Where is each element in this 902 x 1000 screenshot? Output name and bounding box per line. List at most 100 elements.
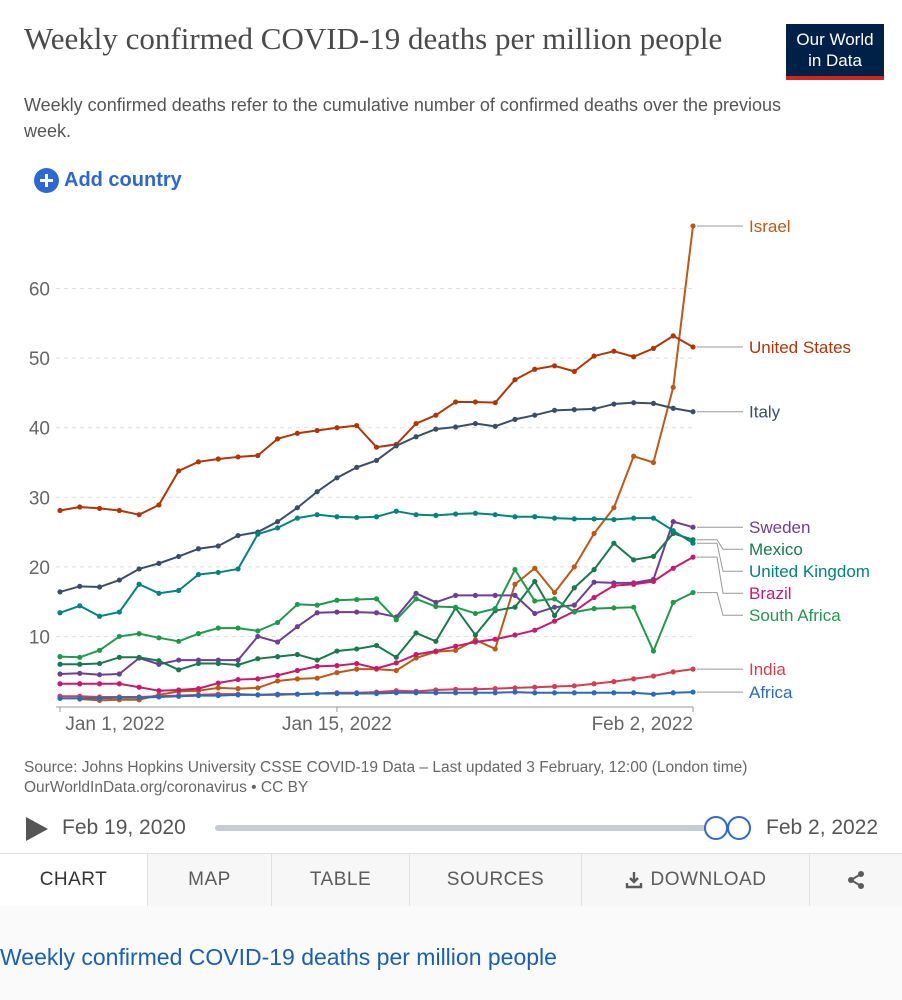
data-point — [532, 598, 538, 604]
data-point — [255, 628, 261, 634]
series-africa — [57, 689, 696, 701]
data-point — [235, 662, 241, 668]
tab-chart[interactable]: CHART — [0, 854, 148, 906]
data-point — [631, 604, 637, 610]
data-point — [255, 633, 261, 640]
series-line — [79, 225, 694, 702]
data-point — [571, 368, 577, 374]
series-label: Israel — [749, 217, 791, 236]
series-line — [59, 334, 694, 516]
data-point — [591, 681, 597, 687]
series-united-kingdom — [57, 508, 696, 619]
data-point — [354, 690, 360, 697]
label-connector — [697, 542, 743, 572]
data-point — [413, 651, 419, 658]
data-point — [512, 689, 518, 695]
data-point — [690, 554, 696, 560]
data-point — [611, 401, 617, 407]
series-israel — [77, 223, 696, 704]
series-label: United States — [749, 338, 851, 357]
label-connector — [697, 539, 743, 550]
data-point — [354, 423, 360, 429]
data-point — [670, 690, 676, 696]
page-title-link[interactable]: Weekly confirmed COVID-19 deaths per mil… — [0, 944, 557, 970]
data-point — [314, 489, 320, 495]
data-point — [670, 528, 676, 534]
data-point — [116, 671, 122, 677]
data-point — [57, 661, 63, 667]
tab-bar: CHART MAP TABLE SOURCES DOWNLOAD — [0, 853, 902, 906]
data-point — [354, 660, 360, 667]
tab-table[interactable]: TABLE — [272, 854, 410, 906]
data-point — [274, 654, 281, 660]
data-point — [116, 577, 122, 583]
data-point — [294, 601, 300, 608]
data-point — [453, 647, 459, 653]
data-point — [571, 609, 577, 615]
data-point — [314, 610, 320, 616]
data-point — [274, 436, 281, 442]
data-point — [393, 660, 399, 666]
owid-logo[interactable]: Our World in Data — [786, 24, 884, 80]
data-point — [512, 377, 518, 383]
data-point — [512, 685, 518, 691]
data-point — [96, 647, 103, 653]
data-point — [670, 565, 676, 571]
data-point — [274, 639, 281, 645]
data-point — [571, 564, 577, 570]
data-point — [472, 399, 479, 405]
data-point — [512, 514, 518, 520]
data-point — [650, 691, 657, 697]
data-point — [393, 690, 399, 696]
timeline-start-handle[interactable] — [704, 816, 728, 840]
timeline-track[interactable] — [215, 825, 735, 831]
data-point — [77, 695, 83, 701]
series-united-states — [57, 333, 696, 518]
data-point — [176, 553, 182, 560]
data-point — [591, 606, 597, 612]
timeline-start-label: Feb 19, 2020 — [62, 816, 186, 839]
data-point — [215, 660, 221, 667]
data-point — [690, 689, 696, 695]
data-point — [334, 648, 340, 654]
data-point — [314, 602, 320, 608]
data-point — [116, 609, 122, 615]
tab-download[interactable]: DOWNLOAD — [582, 854, 810, 906]
data-point — [532, 627, 538, 633]
data-point — [591, 516, 597, 522]
data-point — [354, 464, 360, 470]
y-tick-label: 30 — [29, 488, 50, 509]
data-point — [294, 624, 300, 630]
y-tick-label: 60 — [29, 280, 50, 301]
data-point — [116, 681, 122, 687]
data-point — [373, 610, 380, 616]
add-country-button[interactable]: Add country — [34, 168, 182, 193]
data-point — [354, 609, 360, 615]
data-point — [354, 596, 360, 603]
data-point — [492, 636, 498, 642]
data-point — [532, 565, 538, 571]
series-italy — [57, 400, 696, 595]
series-label: Italy — [749, 403, 781, 422]
data-point — [611, 540, 617, 546]
tab-map[interactable]: MAP — [148, 854, 272, 906]
data-point — [176, 693, 182, 699]
data-point — [650, 673, 657, 679]
data-point — [492, 512, 498, 518]
data-point — [532, 684, 538, 690]
play-icon[interactable] — [26, 817, 48, 841]
data-point — [255, 452, 261, 459]
timeline-end-handle[interactable] — [727, 816, 751, 840]
data-point — [571, 602, 577, 608]
data-point — [690, 540, 696, 546]
data-point — [314, 427, 320, 434]
data-point — [96, 695, 103, 701]
data-point — [255, 685, 261, 691]
data-point — [472, 420, 479, 427]
data-point — [334, 690, 340, 697]
tab-sources[interactable]: SOURCES — [410, 854, 582, 906]
data-point — [176, 587, 182, 594]
data-point — [156, 560, 162, 566]
data-point — [116, 507, 122, 514]
tab-share[interactable] — [810, 854, 902, 906]
